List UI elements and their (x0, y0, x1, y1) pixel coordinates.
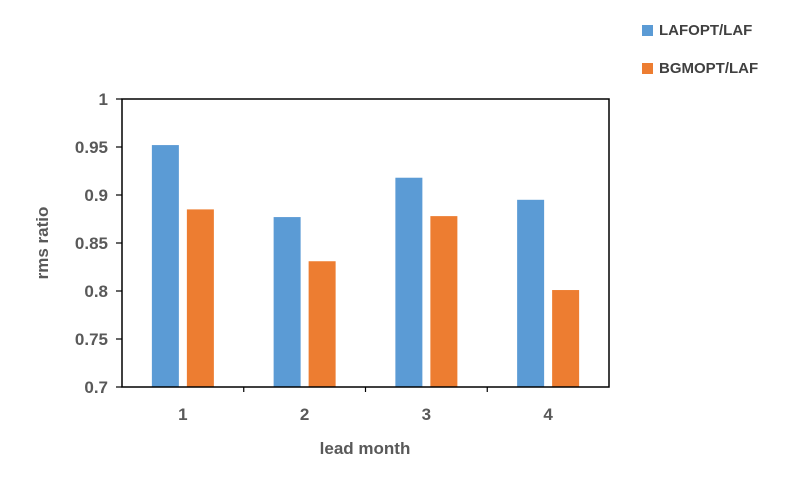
bar-series-1-category-1 (151, 145, 179, 387)
bar-series-1-category-3 (395, 177, 423, 387)
bar-series-1-category-2 (273, 217, 301, 387)
legend: LAFOPT/LAF BGMOPT/LAF (642, 22, 758, 77)
x-tick-label: 2 (300, 405, 309, 424)
y-tick-label: 1 (99, 90, 108, 109)
y-tick-label: 0.8 (84, 282, 108, 301)
x-axis-title: lead month (320, 439, 411, 458)
x-tick-label: 1 (178, 405, 187, 424)
x-tick-label: 3 (422, 405, 431, 424)
legend-label-2: BGMOPT/LAF (659, 60, 758, 77)
bar-series-2-category-2 (308, 261, 336, 387)
legend-swatch-2 (642, 63, 653, 74)
bar-series-2-category-1 (186, 209, 214, 387)
x-tick-label: 4 (543, 405, 553, 424)
bar-series-2-category-4 (552, 290, 580, 387)
y-tick-label: 0.9 (84, 186, 108, 205)
legend-label-1: LAFOPT/LAF (659, 22, 752, 39)
y-axis-ticks: 0.7 0.75 0.8 0.85 0.9 0.95 1 (75, 90, 122, 397)
y-tick-label: 0.85 (75, 234, 108, 253)
plot-area (121, 98, 610, 392)
x-axis-ticks: 1 2 3 4 (178, 405, 553, 424)
y-axis-title: rms ratio (33, 207, 52, 280)
bar-series-1-category-4 (517, 199, 545, 387)
bar-series-2-category-3 (430, 216, 458, 387)
y-tick-label: 0.95 (75, 138, 108, 157)
y-tick-label: 0.75 (75, 330, 108, 349)
y-tick-label: 0.7 (84, 378, 108, 397)
legend-swatch-1 (642, 25, 653, 36)
